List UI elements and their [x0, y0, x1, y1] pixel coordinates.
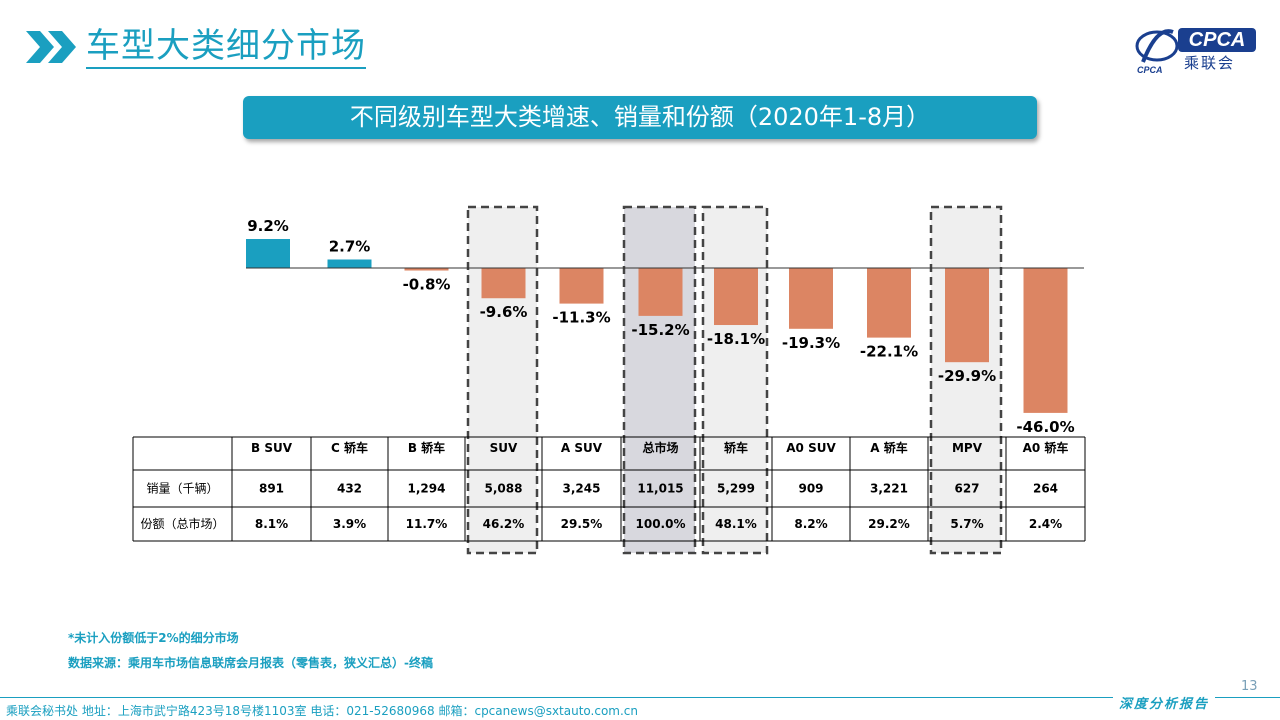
bar	[559, 268, 604, 304]
table-cell: 1,294	[408, 482, 446, 496]
data-label: -0.8%	[403, 276, 451, 294]
data-label: -29.9%	[938, 367, 996, 385]
table-cell: 8.2%	[794, 517, 827, 531]
bar	[1023, 268, 1068, 413]
footer-contact: 乘联会秘书处 地址：上海市武宁路423号18号楼1103室 电话：021-526…	[6, 704, 639, 718]
table-cell: 627	[954, 482, 979, 496]
table-cell: 3.9%	[333, 517, 366, 531]
table-cell: 8.1%	[255, 517, 288, 531]
logo-abbr: CPCA	[1178, 28, 1256, 52]
table-row-label: 销量（千辆）	[146, 482, 218, 496]
bar	[789, 268, 833, 329]
table-cell: 264	[1033, 482, 1058, 496]
table-cell: 11,015	[637, 482, 683, 496]
tick-label: A 轿车	[870, 440, 907, 455]
table-cell: 909	[798, 482, 823, 496]
bar	[246, 239, 290, 268]
tick-label: 轿车	[724, 440, 748, 455]
page-title: 车型大类细分市场	[86, 25, 366, 69]
highlight-box	[622, 205, 697, 555]
tick-label: A0 SUV	[786, 441, 836, 455]
bar	[404, 268, 449, 271]
footer-report-type: 深度分析报告	[1113, 693, 1216, 712]
chart-banner: 不同级别车型大类增速、销量和份额（2020年1-8月）	[243, 96, 1037, 139]
table-cell: 891	[259, 482, 284, 496]
table-cell: 3,221	[870, 482, 908, 496]
data-label: -11.3%	[552, 309, 610, 327]
table-row-label: 份额（总市场）	[140, 516, 224, 531]
data-label: -19.3%	[782, 334, 840, 352]
data-label: -22.1%	[860, 343, 918, 361]
table-cell: 46.2%	[483, 517, 525, 531]
data-label: -9.6%	[480, 303, 528, 321]
table-cell: 11.7%	[406, 517, 448, 531]
footer-divider	[0, 697, 1280, 698]
bar	[945, 268, 989, 363]
table-cell: 100.0%	[636, 517, 686, 531]
table-cell: 5.7%	[950, 517, 983, 531]
highlight-box	[701, 205, 769, 555]
footnote: *未计入份额低于2%的细分市场	[68, 631, 239, 645]
data-label: -15.2%	[631, 321, 689, 339]
bar	[867, 268, 911, 338]
data-label: -18.1%	[707, 330, 765, 348]
data-label: 2.7%	[329, 237, 371, 255]
logo-text: 乘联会	[1184, 54, 1236, 72]
bar	[638, 268, 683, 316]
tick-label: A0 轿车	[1023, 440, 1069, 455]
highlight-box	[929, 205, 1003, 555]
tick-label: SUV	[490, 441, 518, 455]
title-area: 车型大类细分市场	[24, 22, 366, 72]
table-cell: 29.2%	[868, 517, 910, 531]
table-cell: 5,088	[485, 482, 523, 496]
table-cell: 48.1%	[715, 517, 757, 531]
tick-label: B SUV	[251, 441, 293, 455]
tick-label: C 轿车	[331, 440, 368, 455]
bar	[714, 268, 758, 326]
tick-label: MPV	[952, 441, 983, 455]
table-cell: 2.4%	[1029, 517, 1062, 531]
data-label: 9.2%	[247, 217, 289, 235]
table-cell: 432	[337, 482, 362, 496]
table-cell: 29.5%	[561, 517, 603, 531]
table-cell: 3,245	[563, 482, 601, 496]
bar	[481, 268, 526, 299]
bar	[327, 259, 372, 268]
tick-label: A SUV	[561, 441, 603, 455]
chevron-right-icon	[26, 31, 76, 63]
data-label: -46.0%	[1016, 418, 1074, 436]
data-source-note: 数据来源：乘用车市场信息联席会月报表（零售表，狭义汇总）-终稿	[68, 656, 433, 670]
highlight-box	[466, 205, 539, 555]
table-cell: 5,299	[717, 482, 755, 496]
cpca-logo-icon: CPCA	[1135, 29, 1179, 75]
svg-text:CPCA: CPCA	[1137, 65, 1163, 75]
tick-label: B 轿车	[408, 440, 445, 455]
page-number: 13	[1241, 679, 1258, 694]
tick-label: 总市场	[642, 440, 678, 455]
